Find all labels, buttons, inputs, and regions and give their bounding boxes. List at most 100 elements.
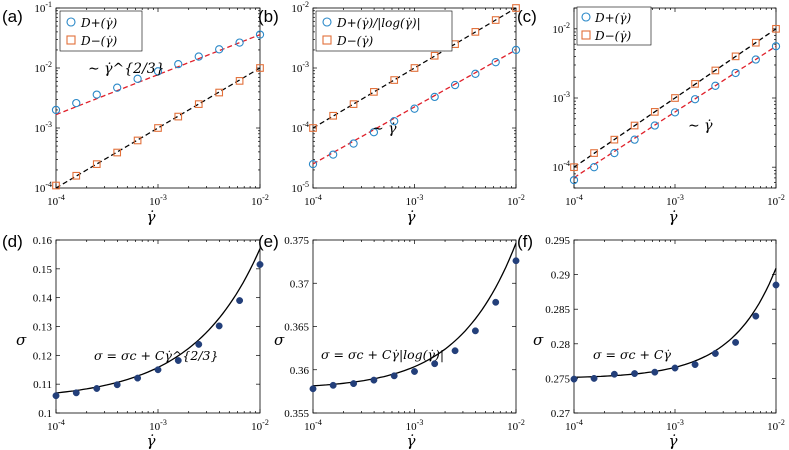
data-point-square	[235, 77, 244, 85]
data-point	[651, 368, 659, 376]
data-point-circle	[471, 69, 480, 78]
x-tick-label: 10-3	[406, 418, 424, 433]
x-tick-label: 10-4	[47, 418, 65, 433]
data-point	[772, 281, 780, 289]
data-point-circle	[690, 95, 700, 104]
legend-a-dplus: D+(γ̇)	[80, 16, 118, 30]
y-tick-label: 0.365	[284, 322, 309, 334]
legend-a: D+(γ̇) D−(γ̇)	[59, 10, 143, 52]
data-point-square	[133, 136, 142, 145]
panel-c-plot: 10-4 10-3 10-2 10-4 10-3 10-2	[552, 7, 785, 208]
y-tick-label: 10-4	[34, 180, 52, 195]
panel-label-b: (b)	[258, 7, 279, 26]
legend-a-dminus: D−(γ̇)	[80, 34, 118, 48]
data-point	[113, 381, 121, 389]
y-tick-label: 0.375	[284, 235, 309, 247]
y-tick-label: 10-5	[291, 180, 309, 195]
data-point	[174, 357, 182, 364]
data-point-square	[309, 124, 317, 132]
data-point-square	[194, 100, 203, 108]
data-point-square	[52, 181, 60, 190]
y-tick-label: 10-2	[552, 21, 570, 36]
panel-d-plot: 10-4 10-3 10-2 0.1 0.11 0.12 0.13 0.14 0.15 0.16	[33, 235, 269, 433]
annotation-a: ∼ γ̇^{2/3}	[88, 61, 165, 77]
legend-b-dplus: D+(γ̇)/|log(γ̇)|	[336, 16, 421, 30]
x-tick-label: 10-3	[149, 193, 167, 208]
y-tick-label: 0.37	[290, 278, 310, 290]
y-tick-label: 10-4	[291, 120, 309, 135]
data-point	[431, 360, 439, 368]
fit-line-0	[55, 33, 261, 116]
y-tick-label: 0.16	[33, 235, 53, 247]
fit-line-1	[573, 28, 777, 168]
legend-c-dminus: D−(γ̇)	[594, 29, 632, 43]
y-tick-label: 0.285	[545, 304, 570, 316]
y-tick-label: 10-3	[34, 120, 52, 135]
x-tick-label: 10-3	[666, 193, 684, 208]
data-point-circle	[215, 45, 224, 54]
data-point-square	[113, 148, 122, 157]
data-point-circle	[349, 139, 358, 148]
y-tick-label: 0.275	[545, 373, 570, 385]
data-point	[195, 340, 203, 348]
data-point	[154, 366, 162, 374]
data-point-circle	[369, 128, 379, 137]
x-tick-label: 10-4	[304, 418, 322, 433]
x-tick-label: 10-3	[149, 418, 167, 433]
x-tick-label: 10-4	[565, 193, 583, 208]
data-point-circle	[589, 163, 599, 172]
panel-a-plot: 10-4 10-3 10-2 10-4 10-3 10-2 10-1	[34, 0, 269, 208]
data-point-square	[72, 171, 81, 180]
y-tick-label: 0.1	[38, 408, 52, 420]
data-point-square	[410, 64, 419, 72]
xlabel-e: γ̇	[407, 432, 416, 450]
data-point	[512, 257, 520, 265]
data-point-circle	[450, 80, 460, 90]
data-point	[570, 375, 578, 383]
x-tick-label: 10-2	[251, 193, 269, 208]
ylabel-e: σ	[274, 331, 285, 349]
fit-line-0	[312, 242, 517, 387]
data-point-circle	[72, 98, 81, 108]
y-tick-label: 10-1	[34, 0, 52, 15]
data-point-circle	[308, 159, 318, 169]
data-point-circle	[650, 121, 659, 130]
data-point	[631, 370, 639, 378]
data-point-square	[711, 66, 720, 75]
x-tick-label: 10-2	[767, 193, 785, 208]
y-tick-label: 0.36	[290, 365, 310, 377]
panel-label-f: (f)	[517, 232, 533, 251]
annotation-c: ∼ γ̇	[688, 118, 713, 134]
data-point	[711, 350, 719, 357]
legend-a-circle-marker	[66, 17, 76, 27]
panel-label-a: (a)	[2, 7, 23, 26]
data-point-circle	[255, 30, 265, 39]
data-point	[451, 347, 459, 355]
xlabel-c: γ̇	[669, 208, 678, 226]
data-point-circle	[731, 68, 740, 78]
data-point-circle	[630, 135, 639, 144]
data-point-circle	[410, 104, 419, 113]
y-tick-label: 0.27	[551, 408, 571, 420]
data-point	[590, 374, 598, 382]
data-point-circle	[194, 52, 203, 61]
legend-c-dplus: D+(γ̇)	[594, 11, 632, 25]
data-point	[471, 327, 479, 335]
axes-frame	[55, 239, 261, 414]
panel-label-e: (e)	[258, 232, 279, 251]
ylabel-f: σ	[533, 331, 544, 349]
data-point	[329, 381, 337, 389]
data-point-square	[430, 51, 439, 60]
data-point-square	[174, 112, 183, 121]
legend-b-dminus: D−(γ̇)	[336, 34, 374, 48]
ylabel-d: σ	[16, 331, 27, 349]
y-tick-label: 10-2	[34, 60, 52, 75]
data-point-square	[256, 64, 264, 72]
data-point	[390, 372, 398, 380]
data-point-square	[691, 80, 699, 88]
data-point	[134, 374, 142, 382]
data-point-square	[215, 88, 224, 97]
data-point	[215, 322, 223, 330]
y-tick-label: 0.15	[33, 264, 53, 276]
